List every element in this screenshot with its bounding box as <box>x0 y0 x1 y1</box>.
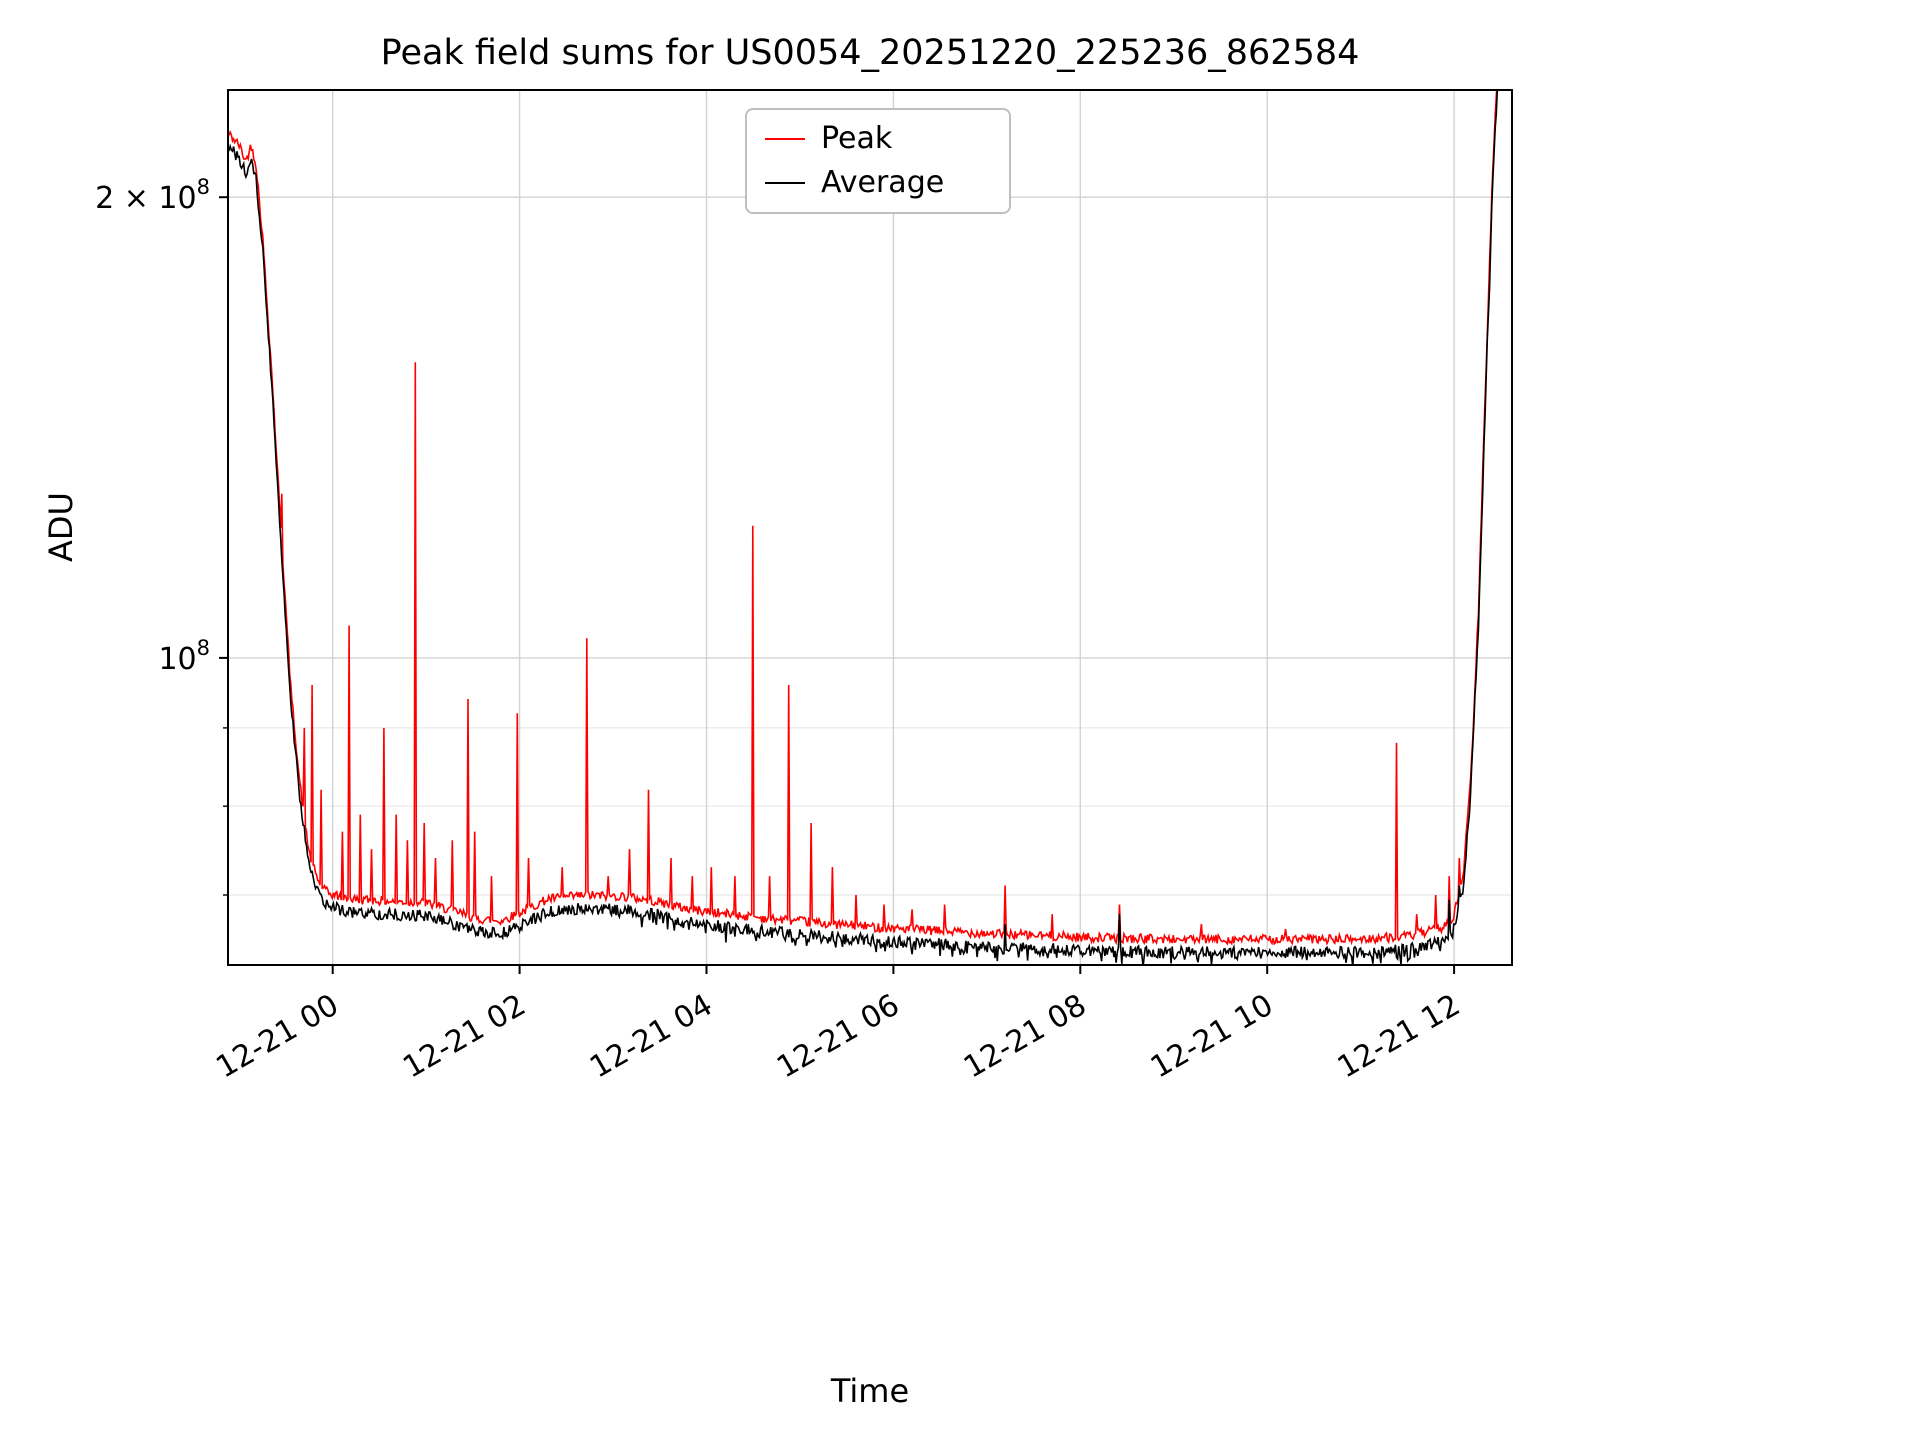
x-tick-label: 12-21 04 <box>584 988 718 1086</box>
y-tick-label: 2 × 108 <box>95 175 210 216</box>
chart-title: Peak field sums for US0054_20251220_2252… <box>380 33 1360 73</box>
y-axis-label: ADU <box>42 492 80 562</box>
series-line-peak <box>228 90 1498 946</box>
x-tick-label: 12-21 02 <box>397 988 531 1086</box>
legend-label-average: Average <box>821 165 945 200</box>
peak-line-swatch <box>765 138 805 140</box>
legend-entry-average: Average <box>747 168 1009 198</box>
x-tick-label: 12-21 12 <box>1332 988 1466 1086</box>
x-tick-label: 12-21 08 <box>958 988 1092 1086</box>
legend-label-peak: Peak <box>821 121 893 156</box>
x-axis-label: Time <box>830 1372 910 1410</box>
average-line-swatch <box>765 182 805 184</box>
series-line-average <box>228 90 1499 965</box>
legend: Peak Average <box>745 108 1011 214</box>
legend-entry-peak: Peak <box>747 124 1009 154</box>
x-tick-label: 12-21 10 <box>1145 988 1279 1086</box>
x-tick-label: 12-21 00 <box>210 988 344 1086</box>
x-tick-label: 12-21 06 <box>771 988 905 1086</box>
axes-spines <box>227 89 1513 966</box>
y-tick-label: 108 <box>158 636 210 677</box>
